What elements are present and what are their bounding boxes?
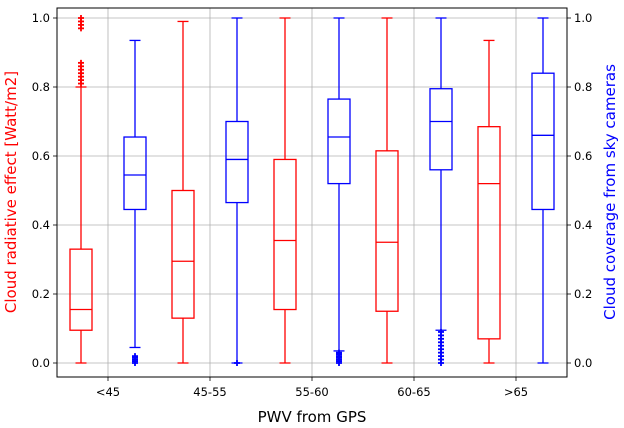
y-tick-label-right: 0.4 bbox=[574, 218, 592, 232]
y-tick-label-right: 0.6 bbox=[574, 149, 592, 163]
box bbox=[69, 248, 93, 331]
x-axis-label: PWV from GPS bbox=[258, 408, 367, 426]
box bbox=[171, 189, 195, 319]
x-tick-label: 45-55 bbox=[193, 385, 226, 399]
box bbox=[375, 150, 399, 312]
y-tick-label-left: 0.8 bbox=[32, 80, 50, 94]
y-axis-label-right: Cloud coverage from sky cameras bbox=[601, 64, 619, 320]
box bbox=[531, 72, 555, 211]
y-tick-label-right: 0.8 bbox=[574, 80, 592, 94]
box bbox=[429, 88, 453, 171]
box bbox=[327, 98, 351, 185]
y-tick-label-left: 1.0 bbox=[32, 11, 50, 25]
box bbox=[123, 136, 147, 211]
y-tick-label-right: 0.0 bbox=[574, 356, 592, 370]
box bbox=[477, 126, 501, 340]
box bbox=[225, 120, 249, 204]
y-tick-label-left: 0.2 bbox=[32, 287, 50, 301]
y-axis-label-left: Cloud radiative effect [Watt/m2] bbox=[2, 71, 20, 313]
grid-lines bbox=[57, 8, 567, 377]
y-tick-label-right: 1.0 bbox=[574, 11, 592, 25]
x-tick-label: 55-60 bbox=[295, 385, 328, 399]
x-tick-label: 60-65 bbox=[397, 385, 430, 399]
axes: 0.0 0.0 0.2 0.2 0.4 0.4 0.6 0.6 0.8 0.8 1.0 1.0 <45 4… bbox=[32, 11, 593, 399]
y-tick-label-left: 0.0 bbox=[32, 356, 50, 370]
y-tick-label-left: 0.6 bbox=[32, 149, 50, 163]
x-tick-label: <45 bbox=[96, 385, 120, 399]
box-series bbox=[69, 15, 555, 366]
box bbox=[273, 158, 297, 311]
y-tick-label-left: 0.4 bbox=[32, 218, 50, 232]
y-tick-label-right: 0.2 bbox=[574, 287, 592, 301]
x-tick-label: >65 bbox=[504, 385, 528, 399]
